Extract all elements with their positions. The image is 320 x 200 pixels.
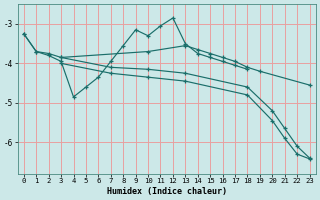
- X-axis label: Humidex (Indice chaleur): Humidex (Indice chaleur): [107, 187, 227, 196]
